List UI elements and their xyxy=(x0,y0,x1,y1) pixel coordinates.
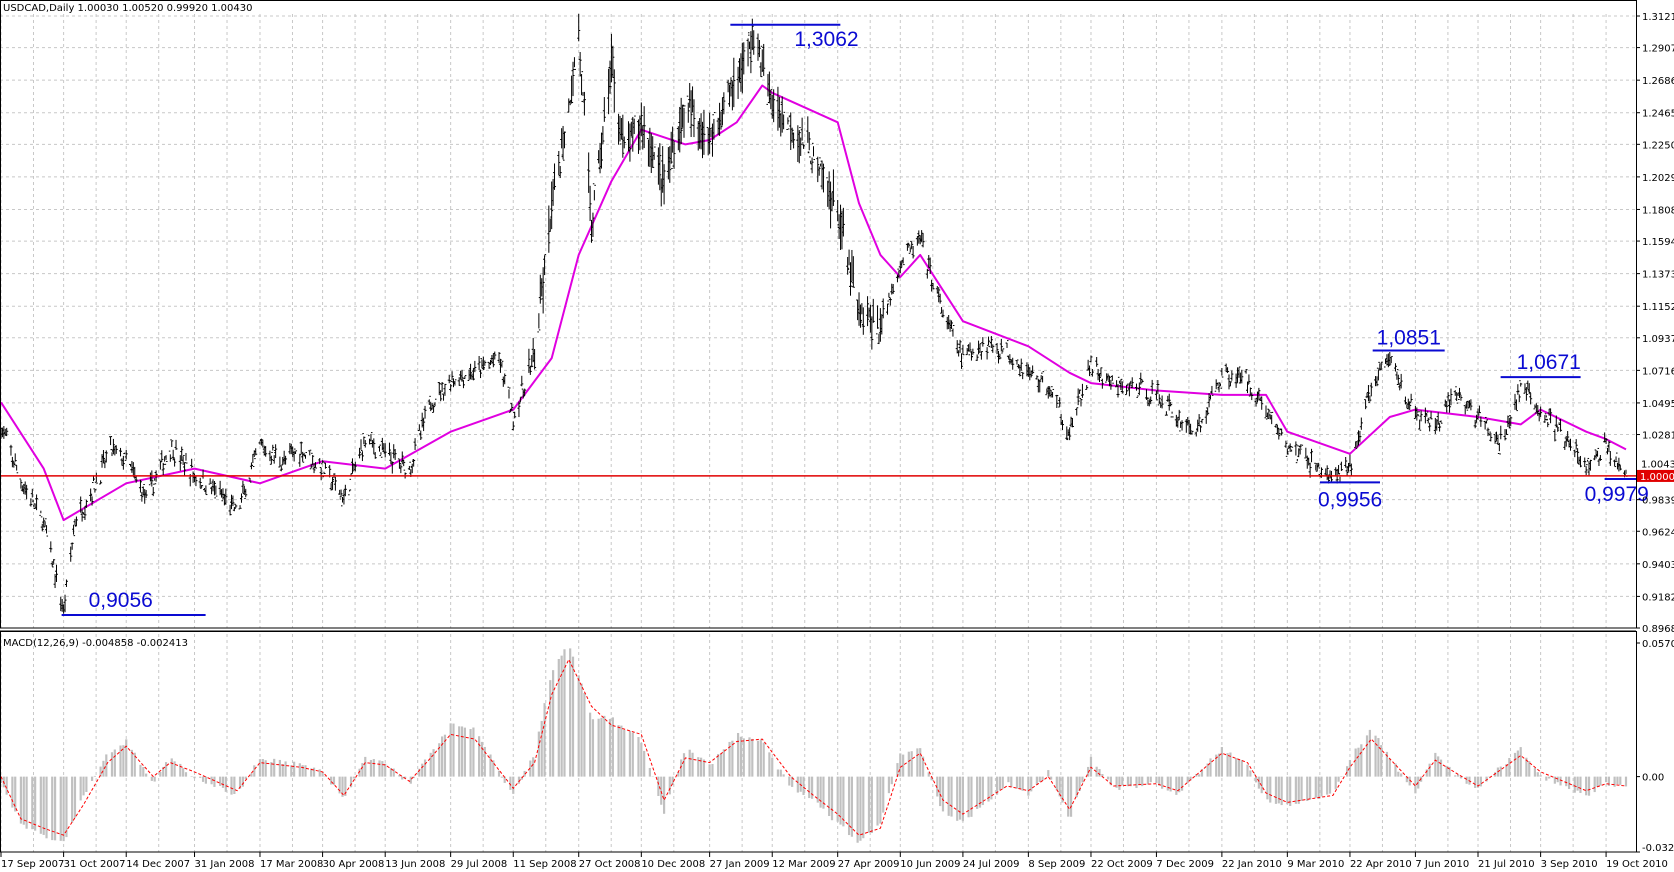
price-tick-label: 0.91825 xyxy=(1642,592,1674,603)
grid xyxy=(0,14,1636,852)
annotation-label: 1,0851 xyxy=(1377,327,1441,350)
time-tick-label: 22 Jan 2010 xyxy=(1222,859,1282,870)
time-tick-label: 24 Jul 2009 xyxy=(963,859,1020,870)
time-tick-label: 22 Oct 2009 xyxy=(1091,859,1153,870)
price-tick-label: 1.04955 xyxy=(1642,399,1674,410)
time-tick-label: 21 Jul 2010 xyxy=(1478,859,1535,870)
price-tick-label: 0.94035 xyxy=(1642,560,1674,571)
price-tick-label: 1.31215 xyxy=(1642,12,1674,23)
time-tick-label: 27 Oct 2008 xyxy=(579,859,641,870)
macd-tick-label: 0.00 xyxy=(1642,773,1664,784)
time-tick-label: 31 Jan 2008 xyxy=(195,859,255,870)
macd-panel xyxy=(0,648,1628,843)
macd-panel-frame xyxy=(0,631,1637,853)
price-tick-label: 1.02810 xyxy=(1642,431,1674,442)
macd-header: MACD(12,26,9) -0.004858 -0.002413 xyxy=(3,638,188,649)
time-tick-label: 17 Mar 2008 xyxy=(260,859,323,870)
price-tick-label: 1.29070 xyxy=(1642,44,1674,55)
time-tick-label: 8 Sep 2009 xyxy=(1028,859,1085,870)
price-tick-label: 1.24650 xyxy=(1642,109,1674,120)
time-tick-label: 10 Dec 2008 xyxy=(641,859,705,870)
main-panel-frame xyxy=(0,0,1637,629)
current-price-tag xyxy=(1637,469,1674,482)
time-tick-label: 30 Apr 2008 xyxy=(323,859,385,870)
macd-tick-label: 0.057031 xyxy=(1642,639,1674,650)
price-tick-label: 1.13730 xyxy=(1642,270,1674,281)
time-tick-label: 13 Jun 2008 xyxy=(385,859,445,870)
time-tick-label: 14 Dec 2007 xyxy=(126,859,190,870)
annotation-label: 0,9979 xyxy=(1585,483,1649,506)
time-tick-label: 12 Mar 2009 xyxy=(772,859,835,870)
price-tick-label: 1.20295 xyxy=(1642,173,1674,184)
time-tick-label: 11 Sep 2008 xyxy=(513,859,576,870)
time-tick-label: 27 Apr 2009 xyxy=(838,859,900,870)
time-tick-label: 7 Jun 2010 xyxy=(1415,859,1469,870)
time-tick-label: 10 Jun 2009 xyxy=(900,859,960,870)
price-tick-label: 1.09375 xyxy=(1642,334,1674,345)
price-tick-label: 1.07165 xyxy=(1642,366,1674,377)
time-tick-label: 9 Mar 2010 xyxy=(1287,859,1344,870)
annotation-label: 1,3062 xyxy=(794,28,858,51)
panel-frames xyxy=(0,0,1637,853)
price-tick-label: 1.11520 xyxy=(1642,302,1674,313)
time-axis: 17 Sep 2007 31 Oct 2007 14 Dec 2007 31 Jan … xyxy=(0,852,1668,870)
time-tick-label: 22 Apr 2010 xyxy=(1350,859,1412,870)
annotations: 1,3062 0,9056 1,0851 1,0671 0,9956 0,9979 xyxy=(61,23,1649,617)
price-tick-label: 1.18085 xyxy=(1642,205,1674,216)
time-tick-label: 31 Oct 2007 xyxy=(64,859,126,870)
price-tick-label: 1.15940 xyxy=(1642,237,1674,248)
annotation-label: 1,0671 xyxy=(1517,351,1581,374)
price-tick-label: 1.22505 xyxy=(1642,140,1674,151)
chart-header: USDCAD,Daily 1.00030 1.00520 0.99920 1.0… xyxy=(3,3,253,14)
moving-average-line xyxy=(0,84,1627,522)
price-bars xyxy=(0,13,1628,614)
moving-average xyxy=(0,84,1627,522)
annotation-label: 0,9056 xyxy=(89,589,153,612)
time-tick-label: 17 Sep 2007 xyxy=(1,859,64,870)
time-tick-label: 19 Oct 2010 xyxy=(1606,859,1668,870)
price-tick-label: 1.00430 xyxy=(1641,460,1674,471)
time-tick-label: 7 Dec 2009 xyxy=(1156,859,1214,870)
macd-signal-line xyxy=(0,658,1627,836)
price-axis: 1.31215 1.29070 1.26860 1.24650 1.22505 1.202… xyxy=(1636,12,1674,854)
price-tick-label: 0.96245 xyxy=(1642,527,1674,538)
time-tick-label: 27 Jan 2009 xyxy=(710,859,770,870)
time-tick-label: 3 Sep 2010 xyxy=(1541,859,1598,870)
annotation-label: 0,9956 xyxy=(1318,488,1382,511)
time-tick-label: 29 Jul 2008 xyxy=(451,859,508,870)
price-tick-label: 1.26860 xyxy=(1642,76,1674,87)
